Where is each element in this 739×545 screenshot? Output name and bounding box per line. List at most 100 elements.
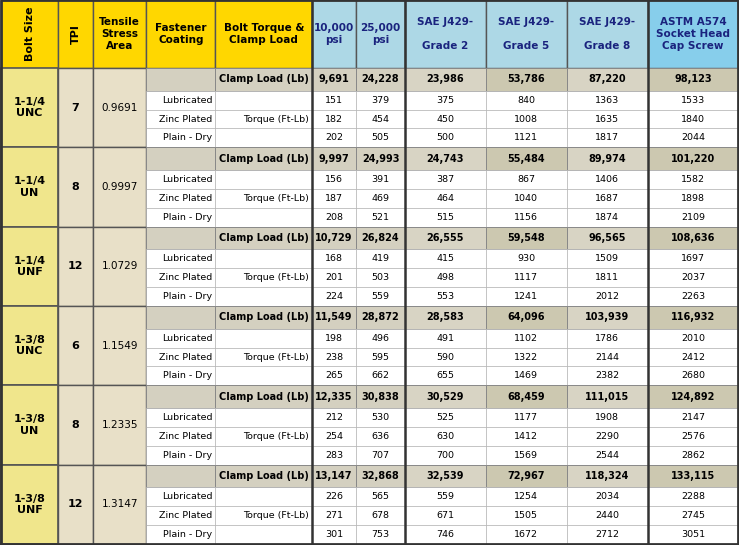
Bar <box>1 465 58 544</box>
Bar <box>312 250 356 268</box>
Bar <box>648 487 738 506</box>
Text: 2037: 2037 <box>681 273 705 282</box>
Text: 464: 464 <box>437 194 454 203</box>
Bar <box>93 385 146 465</box>
Text: 271: 271 <box>325 511 343 520</box>
Text: 1672: 1672 <box>514 530 539 539</box>
Bar <box>1 227 58 306</box>
Bar <box>567 250 648 268</box>
Text: 8: 8 <box>72 182 79 192</box>
Bar <box>405 147 486 170</box>
Bar <box>486 385 567 408</box>
Text: 2576: 2576 <box>681 432 705 441</box>
Text: 1241: 1241 <box>514 292 539 301</box>
Bar <box>146 170 215 189</box>
Text: Plain - Dry: Plain - Dry <box>163 371 212 380</box>
Text: 2012: 2012 <box>596 292 619 301</box>
Text: 595: 595 <box>372 353 389 361</box>
Bar <box>648 427 738 446</box>
Text: 1254: 1254 <box>514 492 539 501</box>
Text: 1-3/8
UNC: 1-3/8 UNC <box>13 335 46 356</box>
Bar <box>405 91 486 110</box>
Text: 26,555: 26,555 <box>426 233 464 243</box>
Bar <box>648 170 738 189</box>
Text: Zinc Plated: Zinc Plated <box>159 511 212 520</box>
Bar <box>215 110 312 129</box>
Text: 1.0729: 1.0729 <box>101 262 138 271</box>
Bar <box>648 189 738 208</box>
Bar <box>215 227 312 250</box>
Text: 2544: 2544 <box>596 451 619 460</box>
Bar <box>215 268 312 287</box>
Text: 590: 590 <box>437 353 454 361</box>
Text: Clamp Load (Lb): Clamp Load (Lb) <box>219 312 309 323</box>
Text: 559: 559 <box>372 292 389 301</box>
Text: ASTM A574
Socket Head
Cap Screw: ASTM A574 Socket Head Cap Screw <box>656 17 730 51</box>
Bar <box>1 0 58 68</box>
Bar <box>567 287 648 306</box>
Text: 30,529: 30,529 <box>426 392 464 402</box>
Text: 521: 521 <box>372 213 389 222</box>
Bar <box>146 487 215 506</box>
Bar <box>648 465 738 487</box>
Bar <box>356 487 405 506</box>
Text: Zinc Plated: Zinc Plated <box>159 273 212 282</box>
Bar <box>567 366 648 385</box>
Bar <box>215 408 312 427</box>
Bar <box>312 147 356 170</box>
Text: 1569: 1569 <box>514 451 539 460</box>
Bar <box>312 170 356 189</box>
Bar <box>567 525 648 544</box>
Bar <box>648 208 738 227</box>
Text: 559: 559 <box>437 492 454 501</box>
Text: 108,636: 108,636 <box>671 233 715 243</box>
Text: 59,548: 59,548 <box>508 233 545 243</box>
Bar <box>356 446 405 465</box>
Bar <box>312 208 356 227</box>
Bar <box>567 227 648 250</box>
Bar <box>356 506 405 525</box>
Text: 116,932: 116,932 <box>671 312 715 323</box>
Bar <box>93 227 146 306</box>
Text: 12: 12 <box>68 499 84 510</box>
Text: 1406: 1406 <box>596 175 619 184</box>
Bar <box>356 287 405 306</box>
Text: 1811: 1811 <box>596 273 619 282</box>
Bar <box>146 208 215 227</box>
Bar <box>312 129 356 147</box>
Bar <box>215 147 312 170</box>
Text: 103,939: 103,939 <box>585 312 630 323</box>
Bar <box>567 446 648 465</box>
Text: 1117: 1117 <box>514 273 539 282</box>
Text: 68,459: 68,459 <box>508 392 545 402</box>
Bar <box>215 366 312 385</box>
Bar <box>648 227 738 250</box>
Text: 53,786: 53,786 <box>508 75 545 84</box>
Text: 379: 379 <box>372 96 389 105</box>
Text: 1908: 1908 <box>596 413 619 422</box>
Text: 12: 12 <box>68 262 84 271</box>
Bar <box>567 306 648 329</box>
Text: 0.9997: 0.9997 <box>101 182 138 192</box>
Text: 24,228: 24,228 <box>361 75 399 84</box>
Bar <box>648 525 738 544</box>
Bar <box>405 348 486 366</box>
Text: 187: 187 <box>325 194 343 203</box>
Bar <box>356 525 405 544</box>
Bar <box>215 0 312 68</box>
Bar <box>146 68 215 91</box>
Bar <box>567 487 648 506</box>
Text: Plain - Dry: Plain - Dry <box>163 530 212 539</box>
Text: 1322: 1322 <box>514 353 539 361</box>
Bar <box>356 147 405 170</box>
Bar <box>405 110 486 129</box>
Text: 1582: 1582 <box>681 175 705 184</box>
Text: 1363: 1363 <box>595 96 619 105</box>
Text: 224: 224 <box>325 292 343 301</box>
Text: 553: 553 <box>436 292 454 301</box>
Text: 28,583: 28,583 <box>426 312 464 323</box>
Bar <box>405 129 486 147</box>
Text: 10,729: 10,729 <box>316 233 353 243</box>
Text: 198: 198 <box>325 334 343 343</box>
Bar <box>58 0 93 68</box>
